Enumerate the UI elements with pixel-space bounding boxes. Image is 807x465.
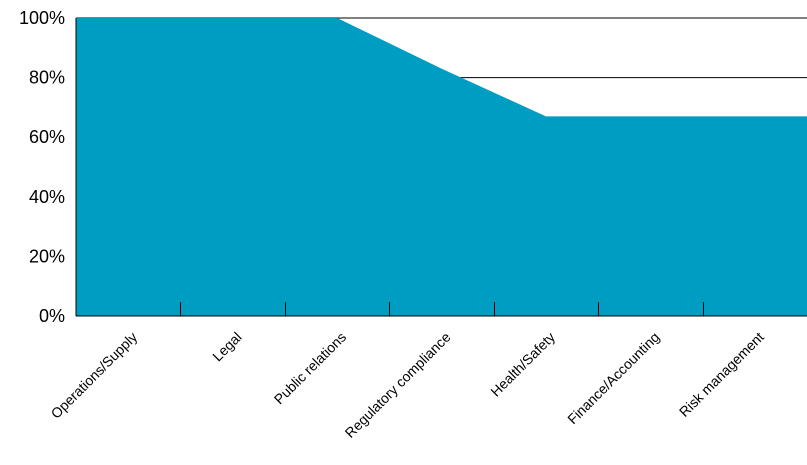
x-tick-label: Regulatory compliance — [342, 329, 454, 441]
x-tick-label: Risk management — [676, 329, 767, 420]
axes — [75, 18, 807, 317]
y-tick-label: 20% — [29, 246, 65, 266]
x-tick-label: Health/Safety — [487, 329, 558, 400]
y-tick-label: 60% — [29, 127, 65, 147]
y-tick-label: 40% — [29, 187, 65, 207]
y-tick-labels: 0% 20% 40% 60% 80% 100% — [19, 8, 65, 326]
x-tick-label: Public relations — [271, 329, 349, 407]
x-tick-label: Operations/Supply — [48, 329, 141, 422]
y-tick-label: 0% — [39, 306, 65, 326]
x-tick-label: Legal — [209, 329, 245, 365]
x-tick-label: Finance/Accounting — [564, 329, 662, 427]
area-series — [76, 18, 807, 316]
y-tick-label: 80% — [29, 68, 65, 88]
area-fill — [76, 18, 807, 316]
y-tick-label: 100% — [19, 8, 65, 28]
x-tick-labels: Operations/Supply Legal Public relationsRe… — [48, 329, 767, 441]
